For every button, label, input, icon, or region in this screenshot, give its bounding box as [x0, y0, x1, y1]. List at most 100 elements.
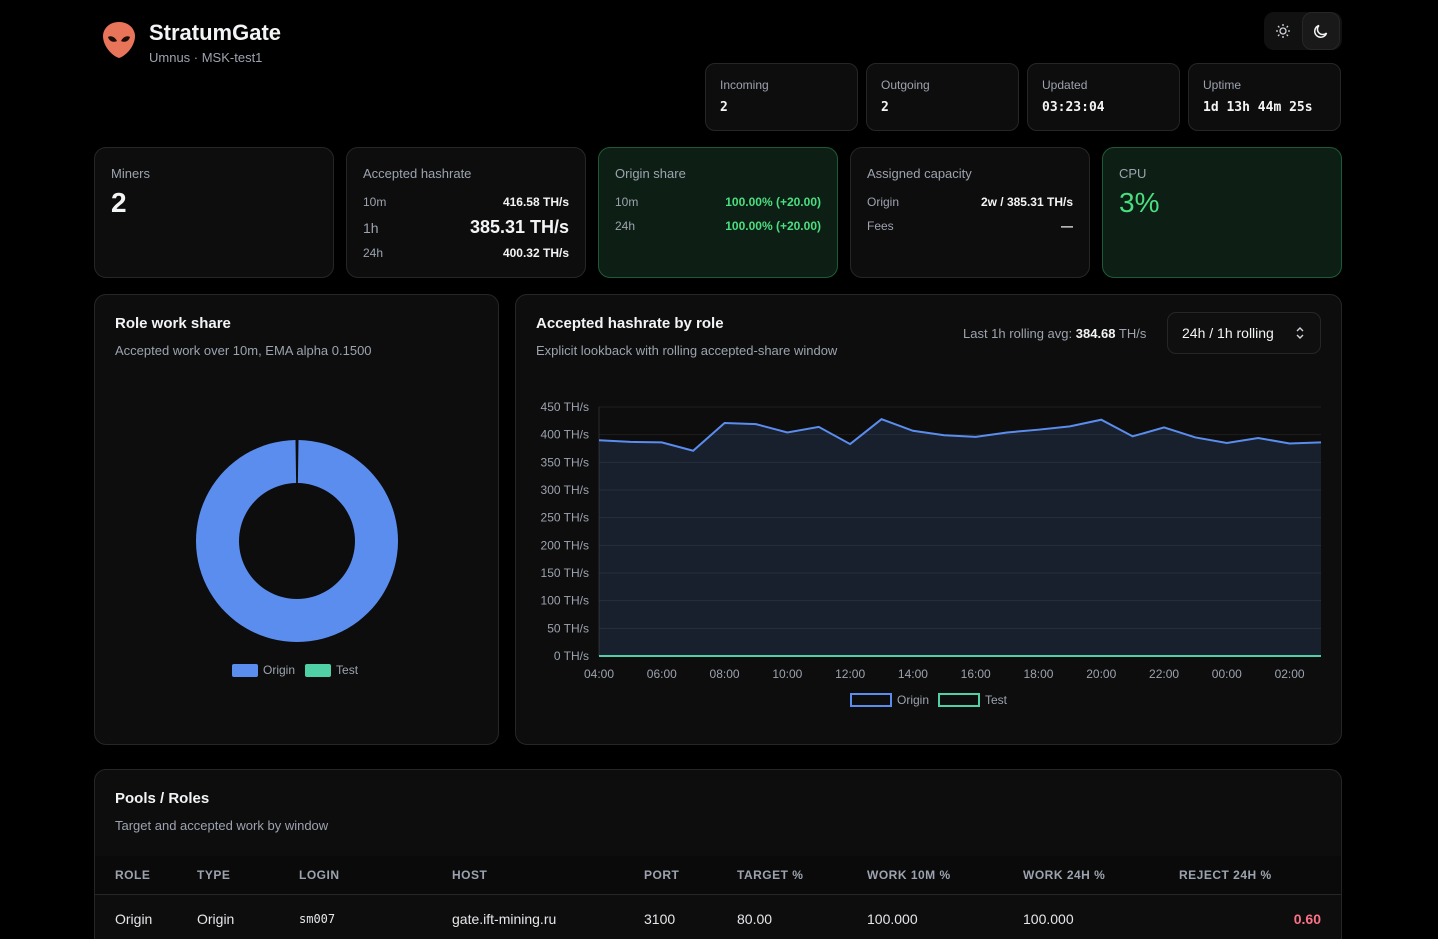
x-tick-label: 10:00 — [772, 667, 802, 681]
cell-role: Origin — [115, 911, 153, 928]
panel-title: Pools / Roles — [115, 790, 210, 807]
panel-subtitle: Target and accepted work by window — [115, 818, 329, 833]
cell-work-24h: 100.000 — [1023, 911, 1074, 928]
stat-value: 2 — [720, 100, 728, 115]
column-header[interactable]: TYPE — [197, 856, 299, 895]
stat-value: 1d 13h 44m 25s — [1203, 100, 1313, 115]
stat-incoming: Incoming 2 — [705, 63, 858, 131]
y-tick-label: 350 TH/s — [541, 455, 589, 469]
column-header[interactable]: TARGET % — [737, 856, 867, 895]
table-header-row: ROLE TYPE LOGIN HOST PORT TARGET % WORK … — [95, 856, 1341, 895]
y-tick-label: 300 TH/s — [541, 483, 589, 497]
origin-share-card: Origin share 10m 100.00% (+20.00) 24h 100.… — [598, 147, 838, 278]
assigned-capacity-card: Assigned capacity Origin 2w / 385.31 TH/s… — [850, 147, 1090, 278]
moon-icon — [1314, 24, 1328, 38]
column-header[interactable]: HOST — [452, 856, 644, 895]
row-key: 10m — [615, 195, 639, 209]
y-tick-label: 200 TH/s — [541, 538, 589, 552]
rolling-avg: Last 1h rolling avg: 384.68 TH/s — [963, 326, 1146, 341]
row-value: — — [1061, 219, 1073, 233]
x-tick-label: 18:00 — [1023, 667, 1053, 681]
legend-label-test: Test — [985, 693, 1008, 707]
series-line-origin — [598, 418, 1322, 452]
capacity-label: Assigned capacity — [867, 166, 972, 181]
x-tick-label: 22:00 — [1149, 667, 1179, 681]
stat-value: 2 — [881, 100, 889, 115]
legend-swatch-test — [305, 663, 332, 677]
dark-theme-button[interactable] — [1302, 12, 1340, 50]
column-header[interactable]: WORK 10M % — [867, 856, 1023, 895]
x-tick-label: 00:00 — [1212, 667, 1242, 681]
chevron-up-down-icon — [1296, 327, 1304, 339]
area-fill-origin — [599, 419, 1321, 656]
row-value: 100.00% (+20.00) — [725, 195, 821, 209]
cpu-value: 3% — [1119, 187, 1160, 218]
legend-swatch-origin — [850, 693, 892, 707]
accepted-label: Accepted hashrate — [363, 166, 472, 181]
cpu-card: CPU 3% — [1102, 147, 1342, 278]
x-tick-label: 16:00 — [961, 667, 991, 681]
rolling-avg-label: Last 1h rolling avg: — [963, 326, 1073, 341]
row-value: 2w / 385.31 TH/s — [980, 195, 1073, 209]
x-tick-label: 02:00 — [1275, 667, 1305, 681]
donut-slice-origin — [196, 440, 398, 642]
column-header[interactable]: REJECT 24H % — [1179, 856, 1341, 895]
column-header[interactable]: WORK 24H % — [1023, 856, 1179, 895]
cpu-label: CPU — [1119, 166, 1147, 181]
app-subtitle: Umnus · MSK-test1 — [149, 50, 263, 65]
role-work-share-panel: Role work share Accepted work over 10m, … — [94, 294, 499, 745]
row-key: 1h — [363, 219, 379, 236]
miners-label: Miners — [111, 166, 151, 181]
panel-subtitle: Explicit lookback with rolling accepted-… — [536, 343, 838, 358]
cell-login: sm007 — [299, 912, 336, 927]
x-tick-label: 06:00 — [647, 667, 677, 681]
row-key: 10m — [363, 195, 387, 209]
column-header[interactable]: LOGIN — [299, 856, 452, 895]
x-tick-label: 12:00 — [835, 667, 865, 681]
y-tick-label: 400 TH/s — [541, 428, 589, 442]
pools-roles-panel: Pools / Roles Target and accepted work b… — [94, 769, 1342, 939]
stat-label: Uptime — [1203, 78, 1242, 92]
light-theme-button[interactable] — [1264, 12, 1302, 50]
column-header[interactable]: PORT — [644, 856, 737, 895]
table-row[interactable]: Origin Origin sm007 gate.ift-mining.ru 3… — [95, 894, 1341, 939]
x-tick-label: 14:00 — [898, 667, 928, 681]
accepted-hashrate-card: Accepted hashrate 10m 416.58 TH/s 1h 385.3… — [346, 147, 586, 278]
row-value: 385.31 TH/s — [469, 217, 569, 237]
stat-updated: Updated 03:23:04 — [1027, 63, 1180, 131]
rolling-avg-value: 384.68 — [1075, 326, 1116, 341]
y-tick-label: 250 TH/s — [541, 511, 589, 525]
y-tick-label: 0 TH/s — [554, 649, 589, 663]
alien-logo-icon — [103, 22, 135, 58]
row-value: 416.58 TH/s — [502, 195, 569, 209]
y-tick-label: 100 TH/s — [541, 594, 589, 608]
miners-card: Miners 2 — [94, 147, 334, 278]
stat-label: Outgoing — [881, 78, 930, 92]
role-share-donut-chart — [196, 440, 398, 642]
x-tick-label: 20:00 — [1086, 667, 1116, 681]
y-tick-label: 450 TH/s — [541, 400, 589, 414]
x-tick-label: 08:00 — [710, 667, 740, 681]
miners-value: 2 — [111, 187, 127, 218]
theme-toggle — [1264, 12, 1342, 50]
cell-reject-24h: 0.60 — [1293, 911, 1321, 928]
panel-title: Accepted hashrate by role — [536, 315, 724, 332]
row-key: 24h — [615, 219, 636, 233]
stat-value: 03:23:04 — [1042, 100, 1105, 115]
sun-icon — [1276, 24, 1290, 38]
window-select[interactable]: 24h / 1h rolling — [1167, 312, 1321, 354]
y-tick-label: 150 TH/s — [541, 566, 589, 580]
row-value: 100.00% (+20.00) — [725, 219, 821, 233]
legend-swatch-origin — [232, 663, 258, 677]
row-key: Origin — [867, 195, 900, 209]
stat-uptime: Uptime 1d 13h 44m 25s — [1188, 63, 1341, 131]
window-select-value: 24h / 1h rolling — [1182, 325, 1274, 341]
stat-outgoing: Outgoing 2 — [866, 63, 1019, 131]
row-key: 24h — [363, 246, 384, 260]
legend-label-origin: Origin — [263, 663, 296, 677]
column-header[interactable]: ROLE — [95, 856, 197, 895]
hashrate-area-chart: 0 TH/s 50 TH/s 100 TH/s 150 TH/s 200 TH/s 250… — [541, 400, 1322, 707]
legend-label-test: Test — [336, 663, 359, 677]
cell-type: Origin — [197, 911, 235, 928]
legend-swatch-test — [938, 693, 980, 707]
